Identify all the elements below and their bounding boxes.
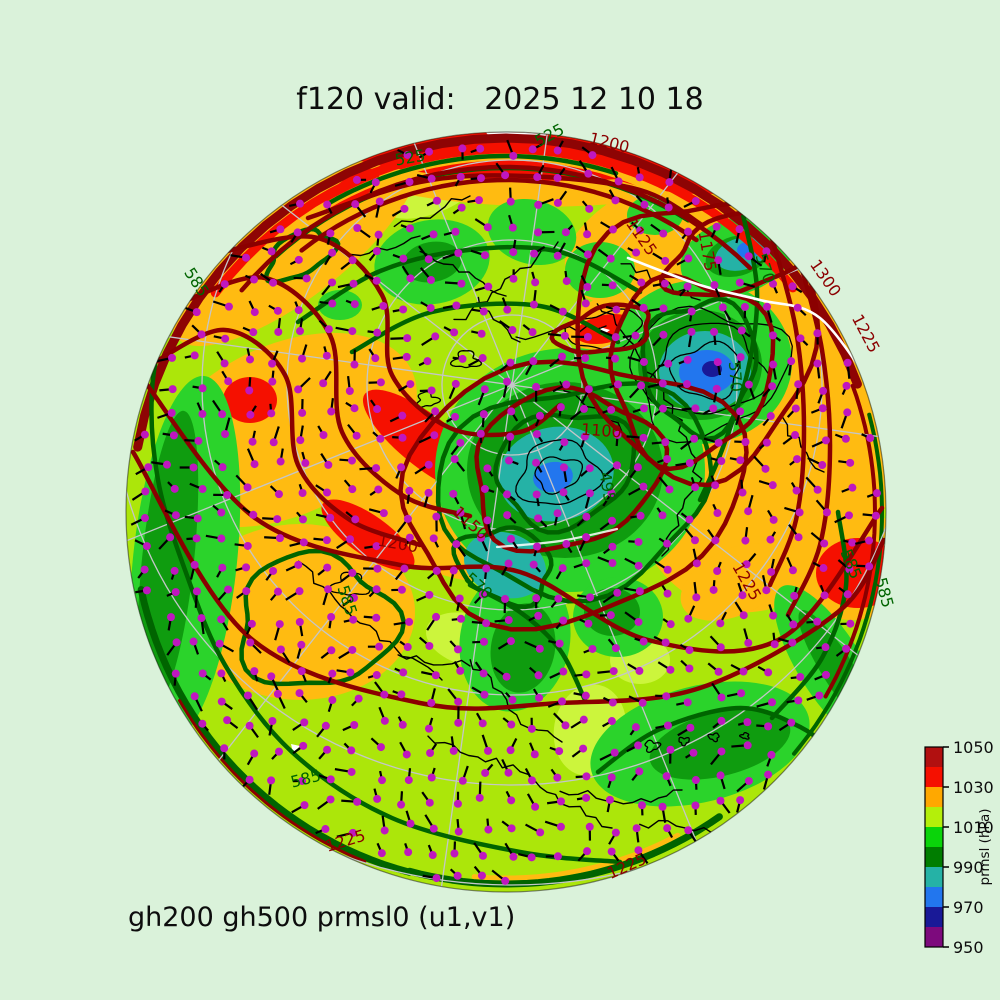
highlight-meridian (495, 256, 880, 549)
colorbar-axis-label: prmsl (hPa) (977, 808, 993, 885)
colorbar-tick-label: 990 (953, 858, 984, 877)
globe-outline (125, 131, 887, 893)
colorbar: 1050 1030 1010 990 970 950 prmsl (hPa) (924, 738, 994, 957)
field-list-label: gh200 gh500 prmsl0 (u1,v1) (128, 902, 516, 933)
plot-title: f120 valid: 2025 12 10 18 (296, 82, 704, 117)
colorbar-tick-label: 970 (953, 898, 984, 917)
contour-label-gh200: 1225 (848, 311, 884, 356)
colorbar-tick-label: 950 (953, 938, 984, 957)
colorbar-tick-label: 1050 (953, 738, 994, 757)
colorbar-tick-label: 1030 (953, 778, 994, 797)
wind-vector-layer (130, 139, 881, 885)
contour-label-gh200: 1100 (580, 420, 622, 442)
contour-label-gh500: 570 (725, 361, 746, 393)
colorbar-tick-label: 1010 (953, 818, 994, 837)
